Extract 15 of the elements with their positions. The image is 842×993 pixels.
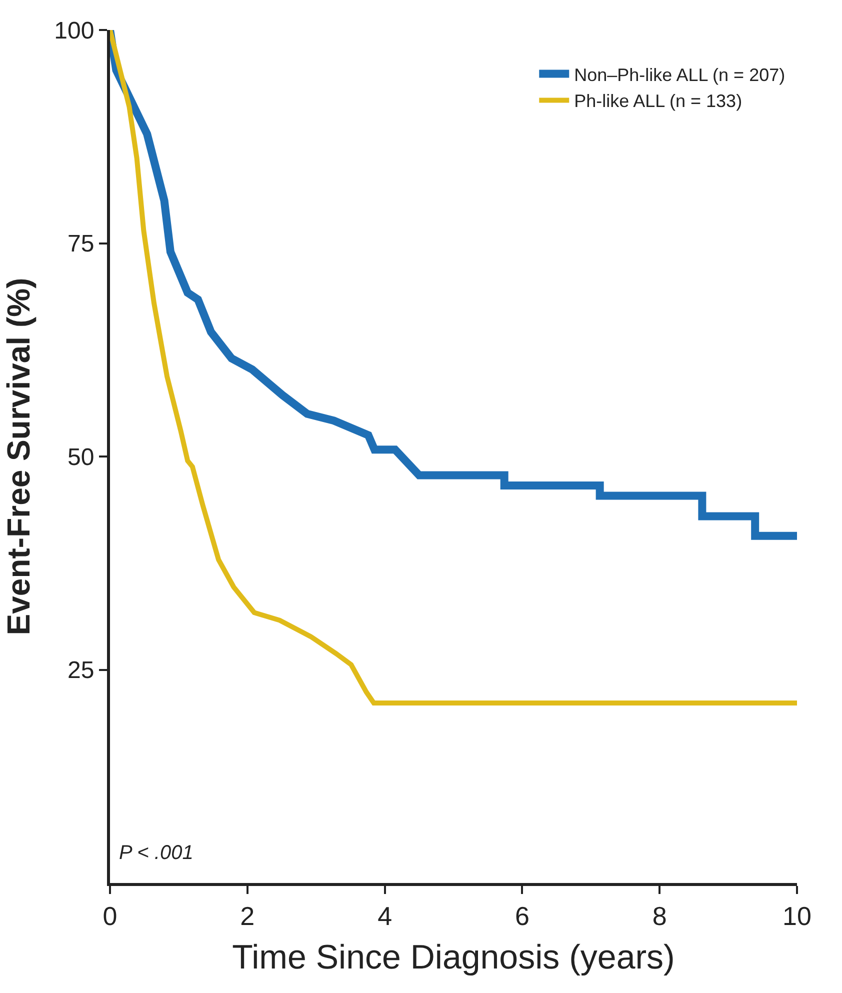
x-tick-label: 10 (782, 901, 812, 932)
y-tick-label: 50 (67, 444, 94, 471)
annotation: P < .001 (119, 842, 194, 864)
y-tick-label: 75 (67, 230, 94, 258)
x-tick-label: 2 (240, 901, 255, 932)
x-axis-title: Time Since Diagnosis (years) (232, 938, 675, 976)
legend-label: Non–Ph-like ALL (n = 207) (574, 64, 786, 85)
x-tick-label: 4 (378, 901, 392, 932)
y-axis-title: Event-Free Survival (%) (0, 278, 36, 636)
x-tick-label: 6 (514, 901, 530, 932)
y-tick-label: 25 (67, 657, 94, 684)
legend-label: Ph-like ALL (n = 133) (574, 91, 742, 112)
y-tick-label: 100 (54, 17, 94, 44)
x-tick-label: 8 (652, 901, 667, 932)
x-tick-label: 0 (102, 901, 118, 932)
